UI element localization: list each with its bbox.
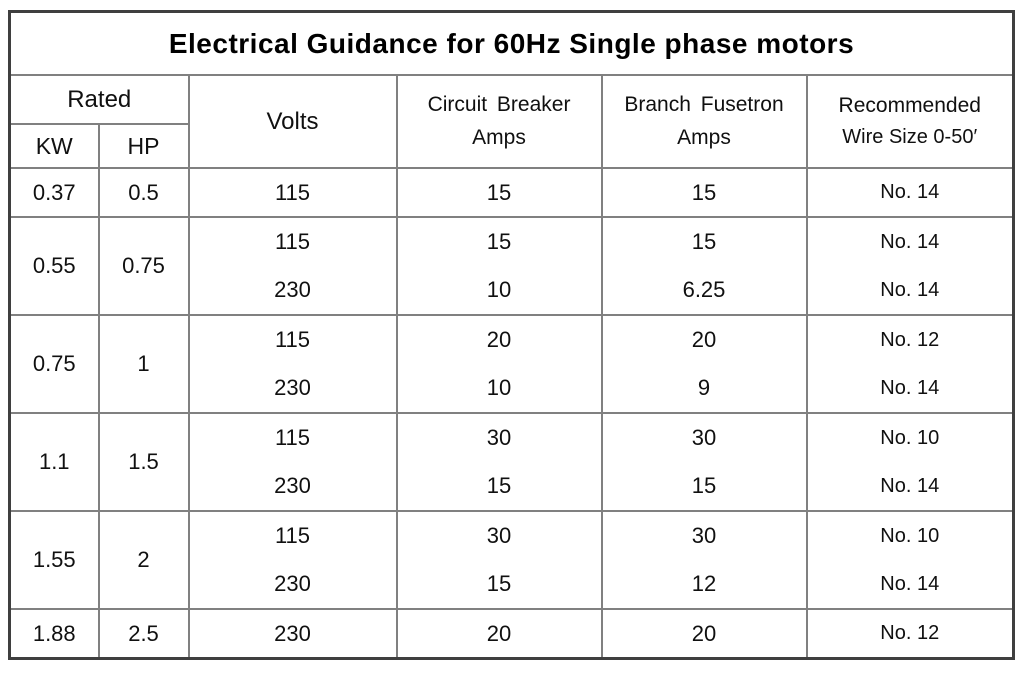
breaker-amps-value: 10: [486, 277, 512, 302]
wire-size-cell: No. 14 No. 14: [805, 216, 1015, 316]
wire-size-value: No. 14: [880, 230, 940, 253]
volts-cell: 115 230: [187, 216, 398, 316]
header-branch-fusetron-line1: Branch Fusetron: [624, 92, 784, 116]
wire-size-value: No. 14: [880, 278, 940, 301]
wire-size-cell: No. 12: [805, 608, 1015, 660]
hp-cell: 1: [97, 314, 190, 414]
wire-size-value: No. 14: [880, 474, 940, 497]
breaker-amps-cell: 20 10: [395, 314, 603, 414]
header-hp: HP: [97, 123, 190, 169]
volts-value: 230: [274, 277, 311, 302]
volts-value: 230: [274, 571, 311, 596]
kw-cell: 0.37: [8, 167, 100, 218]
wire-size-value: No. 14: [880, 376, 940, 399]
breaker-amps-value: 30: [486, 425, 512, 450]
header-row-top: Rated Volts Circuit Breaker Amps Branch …: [8, 74, 1015, 169]
kw-cell: 1.55: [8, 510, 100, 610]
volts-cell: 115 230: [187, 510, 398, 610]
wire-size-cell: No. 14: [805, 167, 1015, 218]
header-circuit-breaker-amps: Circuit Breaker Amps: [395, 74, 603, 169]
hp-cell: 0.75: [97, 216, 190, 316]
breaker-amps-cell: 15: [395, 167, 603, 218]
header-rated: Rated: [8, 74, 190, 125]
header-volts: Volts: [187, 74, 398, 169]
breaker-amps-cell: 30 15: [395, 510, 603, 610]
header-circuit-breaker-line1: Circuit Breaker: [427, 92, 571, 116]
wire-size-cell: No. 12 No. 14: [805, 314, 1015, 414]
fusetron-amps-value: 30: [691, 523, 717, 548]
header-circuit-breaker-line2: Amps: [472, 125, 526, 149]
volts-cell: 115: [187, 167, 398, 218]
volts-cell: 230: [187, 608, 398, 660]
header-recommended-wire-size: Recommended Wire Size 0-50′: [805, 74, 1015, 169]
volts-value: 115: [274, 523, 311, 548]
wire-size-cell: No. 10 No. 14: [805, 510, 1015, 610]
breaker-amps-cell: 30 15: [395, 412, 603, 512]
kw-cell: 0.55: [8, 216, 100, 316]
table-row: 0.37 0.5 115 15 15 No. 14: [8, 167, 1015, 218]
header-kw: KW: [8, 123, 100, 169]
kw-cell: 1.1: [8, 412, 100, 512]
breaker-amps-value: 20: [486, 327, 512, 352]
breaker-amps-cell: 20: [395, 608, 603, 660]
hp-cell: 1.5: [97, 412, 190, 512]
fusetron-amps-value: 9: [697, 375, 711, 400]
breaker-amps-cell: 15 10: [395, 216, 603, 316]
table-row: 1.88 2.5 230 20 20 No. 12: [8, 608, 1015, 660]
fusetron-amps-cell: 15: [600, 167, 808, 218]
header-row-sub: KW HP: [8, 123, 1014, 169]
table-row: 0.75 1 115 230 20 10 20: [8, 314, 1015, 414]
breaker-amps-value: 15: [486, 473, 512, 498]
header-wire-line1: Recommended: [838, 93, 981, 117]
hp-cell: 2: [97, 510, 190, 610]
table-row: 0.55 0.75 115 230 15 10 15: [8, 216, 1015, 316]
breaker-amps-value: 15: [486, 229, 512, 254]
fusetron-amps-cell: 20: [600, 608, 808, 660]
fusetron-amps-value: 15: [691, 473, 717, 498]
volts-value: 230: [274, 375, 311, 400]
table-row: 1.1 1.5 115 230 30 15 30: [8, 412, 1015, 512]
volts-cell: 115 230: [187, 314, 398, 414]
hp-cell: 0.5: [97, 167, 190, 218]
fusetron-amps-value: 15: [691, 229, 717, 254]
fusetron-amps-cell: 30 15: [600, 412, 808, 512]
electrical-guidance-table: Electrical Guidance for 60Hz Single phas…: [8, 10, 1015, 660]
breaker-amps-value: 30: [486, 523, 512, 548]
wire-size-value: No. 12: [880, 328, 940, 351]
volts-value: 115: [274, 327, 311, 352]
fusetron-amps-value: 6.25: [682, 277, 726, 302]
table-title: Electrical Guidance for 60Hz Single phas…: [8, 10, 1015, 76]
fusetron-amps-cell: 30 12: [600, 510, 808, 610]
kw-cell: 0.75: [8, 314, 100, 414]
kw-cell: 1.88: [8, 608, 100, 660]
header-branch-fusetron-line2: Amps: [677, 125, 731, 149]
wire-size-value: No. 10: [880, 524, 940, 547]
breaker-amps-value: 10: [486, 375, 512, 400]
wire-size-cell: No. 10 No. 14: [805, 412, 1015, 512]
header-wire-line2: Wire Size 0-50′: [842, 126, 978, 149]
wire-size-value: No. 10: [880, 426, 940, 449]
table-row: 1.55 2 115 230 30 15 30: [8, 510, 1015, 610]
volts-value: 115: [274, 425, 311, 450]
volts-value: 115: [274, 229, 311, 254]
wire-size-value: No. 14: [880, 572, 940, 595]
hp-cell: 2.5: [97, 608, 190, 660]
fusetron-amps-value: 30: [691, 425, 717, 450]
volts-cell: 115 230: [187, 412, 398, 512]
fusetron-amps-value: 20: [691, 327, 717, 352]
fusetron-amps-cell: 15 6.25: [600, 216, 808, 316]
breaker-amps-value: 15: [486, 571, 512, 596]
title-row: Electrical Guidance for 60Hz Single phas…: [8, 10, 1015, 76]
volts-value: 230: [274, 473, 311, 498]
fusetron-amps-value: 12: [691, 571, 717, 596]
header-branch-fusetron-amps: Branch Fusetron Amps: [600, 74, 808, 169]
fusetron-amps-cell: 20 9: [600, 314, 808, 414]
